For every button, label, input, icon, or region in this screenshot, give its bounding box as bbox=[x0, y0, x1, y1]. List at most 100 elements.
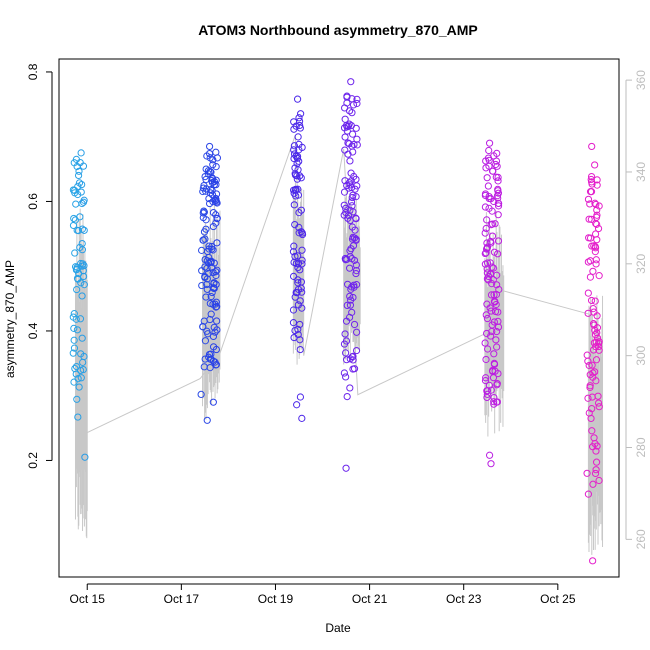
data-point bbox=[72, 370, 80, 378]
data-point bbox=[208, 179, 217, 187]
data-point bbox=[493, 327, 501, 336]
data-point bbox=[484, 276, 492, 284]
data-point bbox=[586, 188, 595, 196]
data-point bbox=[296, 336, 304, 344]
data-point bbox=[494, 237, 503, 245]
data-point bbox=[485, 451, 494, 459]
data-point bbox=[203, 416, 211, 424]
data-point bbox=[589, 557, 597, 565]
data-point bbox=[81, 453, 89, 461]
data-point bbox=[70, 324, 78, 332]
data-point bbox=[342, 373, 350, 381]
data-point bbox=[341, 330, 349, 338]
data-point bbox=[350, 256, 359, 264]
data-point bbox=[349, 365, 357, 373]
data-point bbox=[485, 192, 493, 201]
data-point bbox=[296, 121, 304, 130]
data-point bbox=[482, 374, 490, 382]
data-point bbox=[295, 209, 303, 217]
data-point bbox=[201, 355, 209, 363]
data-point bbox=[346, 301, 355, 309]
data-point bbox=[213, 326, 221, 334]
data-point bbox=[345, 184, 353, 192]
data-point bbox=[80, 281, 88, 289]
data-point bbox=[70, 378, 78, 386]
data-point bbox=[290, 150, 299, 158]
data-point bbox=[492, 157, 501, 165]
data-point bbox=[70, 310, 78, 318]
y-axis-label: asymmetry_870_AMP bbox=[3, 260, 17, 378]
data-point bbox=[342, 464, 350, 472]
data-point bbox=[197, 390, 205, 399]
data-point bbox=[490, 318, 498, 326]
data-point bbox=[296, 320, 304, 329]
data-point bbox=[344, 139, 352, 147]
data-point bbox=[352, 346, 361, 355]
data-point bbox=[293, 172, 301, 180]
data-point bbox=[207, 310, 215, 318]
data-point bbox=[343, 392, 351, 401]
data-point bbox=[294, 133, 302, 141]
data-point bbox=[493, 149, 501, 157]
data-point bbox=[295, 140, 303, 148]
data-point bbox=[72, 200, 80, 208]
data-point bbox=[487, 291, 496, 299]
data-point bbox=[74, 413, 82, 421]
right-axis-tick-label: 360 bbox=[634, 70, 648, 90]
data-point bbox=[586, 257, 594, 265]
data-point bbox=[347, 78, 355, 86]
data-point bbox=[295, 114, 303, 122]
data-point bbox=[296, 345, 304, 354]
data-point bbox=[490, 359, 498, 367]
data-point bbox=[212, 163, 220, 171]
data-point bbox=[199, 184, 207, 192]
data-point bbox=[206, 315, 214, 324]
data-point bbox=[352, 267, 361, 275]
data-point bbox=[346, 247, 354, 255]
data-point bbox=[592, 260, 600, 268]
data-point bbox=[209, 398, 217, 406]
data-point bbox=[584, 490, 593, 498]
x-tick-label: Oct 15 bbox=[70, 592, 106, 606]
data-point bbox=[212, 280, 220, 289]
data-point bbox=[70, 336, 78, 344]
data-point bbox=[298, 288, 306, 296]
data-point bbox=[297, 174, 305, 182]
data-point bbox=[298, 414, 306, 422]
data-point bbox=[350, 281, 358, 289]
data-point bbox=[483, 300, 491, 308]
data-point bbox=[589, 373, 597, 381]
data-point bbox=[344, 150, 352, 158]
data-point bbox=[209, 175, 217, 183]
data-point bbox=[213, 317, 221, 325]
data-point bbox=[71, 249, 79, 257]
data-point bbox=[295, 117, 304, 125]
data-point bbox=[590, 321, 598, 329]
data-point bbox=[493, 271, 501, 279]
data-point bbox=[297, 110, 305, 118]
data-point bbox=[491, 220, 499, 228]
data-point bbox=[69, 313, 77, 321]
data-point bbox=[350, 320, 359, 329]
data-point bbox=[343, 301, 351, 309]
data-point bbox=[289, 248, 298, 256]
data-point bbox=[78, 334, 86, 342]
x-tick-label: Oct 17 bbox=[164, 592, 200, 606]
data-point bbox=[590, 308, 598, 316]
data-point bbox=[494, 194, 502, 202]
data-point bbox=[589, 267, 597, 275]
data-point bbox=[298, 260, 306, 268]
data-point bbox=[198, 246, 206, 254]
data-point bbox=[591, 230, 600, 238]
data-point bbox=[294, 279, 302, 287]
data-point bbox=[483, 265, 491, 273]
data-point bbox=[289, 319, 298, 327]
y-tick-label: 0.6 bbox=[26, 193, 40, 210]
data-point bbox=[490, 350, 498, 358]
data-point bbox=[212, 181, 220, 189]
data-point bbox=[352, 261, 360, 269]
data-point bbox=[488, 167, 497, 175]
data-point bbox=[209, 208, 218, 217]
data-point bbox=[592, 458, 601, 466]
